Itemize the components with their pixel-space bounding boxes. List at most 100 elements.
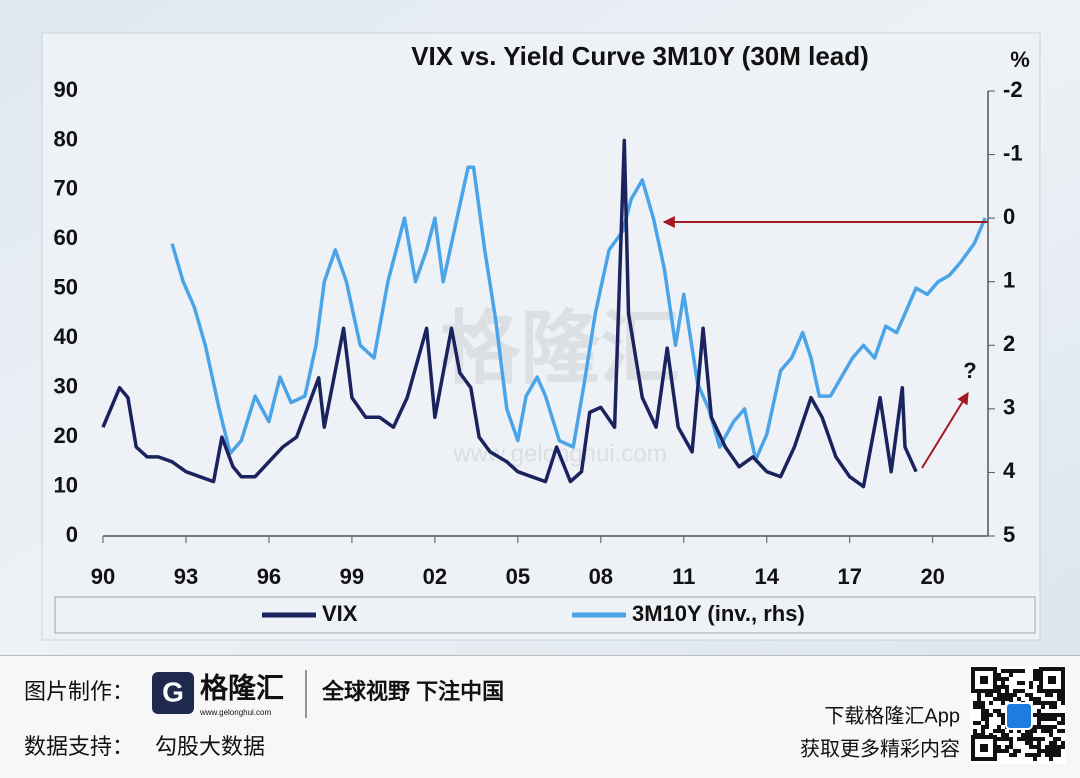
qr-cell: [997, 713, 1001, 717]
qr-cell: [1025, 753, 1029, 757]
qr-cell: [981, 713, 985, 717]
logo-icon: [152, 672, 194, 714]
qr-cell: [1041, 725, 1045, 729]
qr-cell: [1029, 685, 1033, 689]
qr-cell: [1033, 673, 1037, 677]
x-tick-label: 90: [91, 564, 115, 589]
footer-app: 下载格隆汇App: [824, 704, 960, 727]
qr-cell: [1017, 697, 1021, 701]
y2-tick-label: 1: [1003, 268, 1015, 293]
qr-cell: [1053, 737, 1057, 741]
qr-cell: [1029, 693, 1033, 697]
qr-cell: [981, 717, 985, 721]
qr-cell: [997, 677, 1001, 681]
qr-cell: [1001, 717, 1005, 721]
x-tick-label: 93: [174, 564, 198, 589]
qr-cell: [1041, 705, 1045, 709]
y-tick-label: 10: [54, 472, 78, 497]
qr-finder-core: [980, 744, 988, 752]
qr-cell: [1037, 709, 1041, 713]
qr-cell: [1045, 713, 1049, 717]
legend: [54, 596, 1036, 634]
chart-title: VIX vs. Yield Curve 3M10Y (30M lead): [411, 41, 869, 71]
y-tick-label: 70: [54, 176, 78, 201]
y2-tick-label: 3: [1003, 395, 1015, 420]
arrow: [921, 391, 969, 469]
qr-cell: [1057, 729, 1061, 733]
qr-cell: [1037, 745, 1041, 749]
qr-cell: [1021, 733, 1025, 737]
qr-cell: [1037, 697, 1041, 701]
qr-cell: [1001, 697, 1005, 701]
qr-cell: [1001, 733, 1005, 737]
qr-cell: [1009, 729, 1013, 733]
qr-cell: [1049, 705, 1053, 709]
x-tick-label: 17: [837, 564, 861, 589]
qr-cell: [1029, 729, 1033, 733]
qr-cell: [997, 673, 1001, 677]
qr-cell: [997, 709, 1001, 713]
qr-cell: [1061, 693, 1065, 697]
qr-cell: [1021, 689, 1025, 693]
qr-cell: [973, 721, 977, 725]
qr-cell: [1045, 729, 1049, 733]
qr-finder-core: [1048, 676, 1056, 684]
qr-cell: [1045, 745, 1049, 749]
qr-cell: [1037, 753, 1041, 757]
qr-cell: [1045, 717, 1049, 721]
qr-cell: [985, 717, 989, 721]
qr-cell: [1061, 717, 1065, 721]
qr-cell: [1033, 757, 1037, 761]
qr-cell: [1025, 733, 1029, 737]
qr-cell: [1053, 749, 1057, 753]
legend-label: VIX: [322, 601, 358, 626]
qr-cell: [1013, 689, 1017, 693]
qr-cell: [1029, 737, 1033, 741]
qr-cell: [977, 701, 981, 705]
qr-cell: [977, 697, 981, 701]
qr-cell: [1017, 681, 1021, 685]
qr-cell: [1061, 721, 1065, 725]
qr-cell: [1033, 713, 1037, 717]
y-tick-label: 20: [54, 423, 78, 448]
qr-cell: [1049, 717, 1053, 721]
y2-tick-label: 2: [1003, 331, 1015, 356]
qr-cell: [1001, 677, 1005, 681]
footer-app-desc: 获取更多精彩内容: [800, 737, 960, 760]
qr-cell: [1029, 741, 1033, 745]
qr-cell: [1005, 689, 1009, 693]
qr-cell: [1053, 741, 1057, 745]
qr-cell: [973, 729, 977, 733]
qr-cell: [1033, 701, 1037, 705]
qr-cell: [1025, 741, 1029, 745]
qr-cell: [997, 693, 1001, 697]
qr-cell: [985, 709, 989, 713]
x-tick-label: 02: [423, 564, 447, 589]
x-tick-label: 99: [340, 564, 364, 589]
y-tick-label: 60: [54, 225, 78, 250]
qr-cell: [1037, 725, 1041, 729]
qr-cell: [997, 697, 1001, 701]
watermark-logo: 格隆汇: [440, 304, 680, 393]
y-tick-label: 80: [54, 126, 78, 151]
footer-brand-url: www.gelonghui.com: [199, 708, 271, 717]
footer-slogan: 全球视野 下注中国: [321, 679, 504, 704]
qr-cell: [1045, 701, 1049, 705]
footer-data-provider: 勾股大数据: [155, 734, 265, 759]
qr-cell: [1057, 693, 1061, 697]
qr-cell: [1009, 741, 1013, 745]
series-line: [101, 138, 918, 489]
qr-cell: [985, 693, 989, 697]
qr-cell: [1001, 693, 1005, 697]
qr-cell: [981, 701, 985, 705]
legend-items: VIX 3M10Y (inv., rhs): [262, 601, 805, 626]
annotation: ?: [963, 358, 976, 383]
qr-cell: [981, 725, 985, 729]
qr-cell: [1057, 697, 1061, 701]
qr-cell: [1061, 745, 1065, 749]
y-tick-label: 30: [54, 373, 78, 398]
qr-cell: [1021, 737, 1025, 741]
qr-cell: [1001, 729, 1005, 733]
qr-cell: [1049, 741, 1053, 745]
qr-cell: [1001, 681, 1005, 685]
